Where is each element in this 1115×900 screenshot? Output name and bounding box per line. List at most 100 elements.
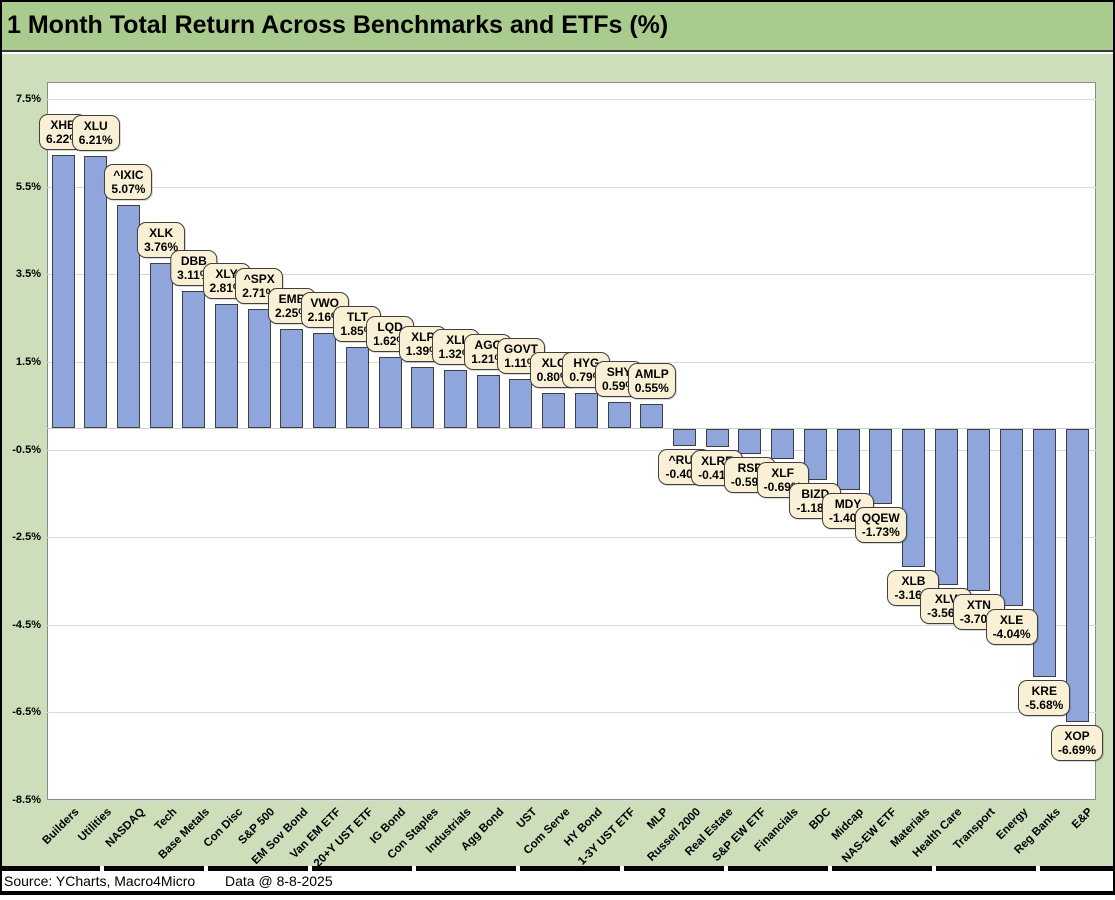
callout-ticker: XLF — [771, 465, 794, 480]
callout-KRE: KRE -5.68% — [1018, 680, 1071, 717]
callout-value: 0.79% — [569, 369, 604, 384]
callout-value: 6.22% — [45, 132, 81, 147]
y-tick-label: -0.5% — [12, 443, 41, 456]
callout-ticker: TLT — [346, 309, 368, 324]
callout-ticker: SHY — [606, 364, 632, 379]
callout-ticker: ^IXIC — [113, 168, 144, 183]
y-tick-label: -6.5% — [12, 706, 41, 719]
bar-^IXIC — [116, 205, 140, 428]
footer-row: Source: YCharts, Macro4Micro Data @ 8-8-… — [0, 871, 1115, 891]
callout-ticker: KRE — [1031, 684, 1057, 699]
callout-value: -6.69% — [1057, 742, 1097, 757]
callout-TLT: TLT 1.85% — [333, 305, 382, 342]
callout-ticker: XLU — [83, 118, 108, 133]
callout-ticker: RSP — [737, 461, 763, 476]
callout-value: 1.21% — [471, 351, 506, 366]
callout-ticker: XLV — [934, 591, 958, 606]
y-tick-label: 3.5% — [15, 268, 41, 281]
callout-ticker: HYG — [573, 355, 600, 370]
callout-value: 2.71% — [242, 285, 277, 300]
bar-XOP — [1065, 428, 1089, 722]
gridline — [47, 186, 1096, 188]
callout-ticker: XOP — [1064, 728, 1090, 743]
callout-ticker: AMLP — [634, 366, 669, 381]
callout-ticker: VWO — [310, 295, 339, 310]
callout-ticker: LQD — [377, 319, 403, 334]
callout-value: -4.04% — [992, 626, 1031, 641]
callout-ticker: XLP — [411, 329, 435, 344]
y-tick-label: -8.5% — [12, 793, 41, 806]
gridline — [47, 537, 1096, 539]
bar-XLE — [1000, 428, 1024, 606]
callout-value: 1.11% — [504, 355, 538, 370]
callout-ticker: XTN — [966, 597, 991, 612]
zero-axis-line — [47, 427, 1096, 429]
callout-ticker: XLB — [901, 574, 926, 589]
callout-value: -1.73% — [861, 525, 900, 540]
bar-XLF — [771, 428, 795, 459]
y-tick-label: 1.5% — [15, 355, 41, 368]
gridline — [47, 712, 1096, 714]
gridline — [47, 449, 1096, 451]
bar-SHY — [607, 401, 631, 428]
bar-HYG — [574, 392, 598, 428]
callout-value: 3.76% — [144, 239, 179, 254]
bar-XTN — [967, 428, 991, 591]
callout-value: 2.16% — [307, 309, 342, 324]
callout-ticker: XLC — [541, 355, 566, 370]
bar-XHB — [51, 155, 75, 428]
y-tick-label: 5.5% — [15, 180, 41, 193]
callout-value: 3.11% — [177, 268, 211, 283]
callout-value: 1.39% — [405, 343, 440, 358]
bar-VWO — [313, 332, 337, 428]
callout-ticker: XLI — [446, 332, 465, 347]
callout-XLU: XLU 6.21% — [71, 114, 120, 151]
callout-value: 6.21% — [78, 132, 113, 147]
bar-XLI — [444, 369, 468, 428]
gridline — [47, 799, 1096, 801]
bar-XLC — [542, 392, 566, 428]
bar-EMB — [280, 329, 304, 428]
chart-title: 1 Month Total Return Across Benchmarks a… — [0, 0, 1115, 52]
callout-ticker: ^SPX — [243, 271, 275, 286]
callout-value: 2.25% — [274, 306, 309, 321]
gridline — [47, 99, 1096, 101]
callout-LQD: LQD 1.62% — [366, 315, 415, 352]
bar-XLB — [901, 428, 925, 568]
bar-XLK — [149, 262, 173, 428]
bar-QQEW — [869, 428, 893, 505]
callout-value: 1.62% — [373, 333, 408, 348]
callout-ticker: AGG — [474, 337, 502, 352]
bar-GOVT — [509, 378, 533, 428]
bar-TLT — [345, 346, 369, 428]
callout-QQEW: QQEW -1.73% — [854, 507, 907, 544]
bar-XLV — [934, 428, 958, 585]
bar-AMLP — [640, 403, 664, 428]
callout-value: -5.68% — [1025, 698, 1064, 713]
callout-value: 0.59% — [602, 378, 637, 393]
callout-ticker: XLY — [215, 267, 238, 282]
bar-XLP — [411, 366, 435, 428]
callout-XOP: XOP -6.69% — [1050, 724, 1104, 761]
callout-ticker: EMB — [278, 292, 306, 307]
callout-ticker: MDY — [834, 496, 862, 511]
y-tick-label: -4.5% — [12, 618, 41, 631]
callout-ticker: QQEW — [861, 511, 900, 526]
callout-XLE: XLE -4.04% — [985, 608, 1038, 645]
sheet-border-bottom — [0, 891, 1115, 895]
bar-AGG — [476, 374, 500, 428]
callout-ticker: XHB — [50, 118, 76, 133]
bar-XLU — [84, 155, 108, 428]
callout-ticker: XLE — [999, 612, 1024, 627]
y-tick-label: -2.5% — [12, 531, 41, 544]
callout-value: 5.07% — [111, 182, 146, 197]
gridline — [47, 624, 1096, 626]
bar-RSP — [738, 428, 762, 455]
bar-DBB — [182, 291, 206, 428]
y-tick-label: 7.5% — [15, 93, 41, 106]
callout-XLK: XLK 3.76% — [137, 221, 186, 258]
callout-value: 0.80% — [536, 369, 571, 384]
bar-^RUT — [672, 428, 696, 447]
callout-ticker: GOVT — [503, 341, 538, 356]
